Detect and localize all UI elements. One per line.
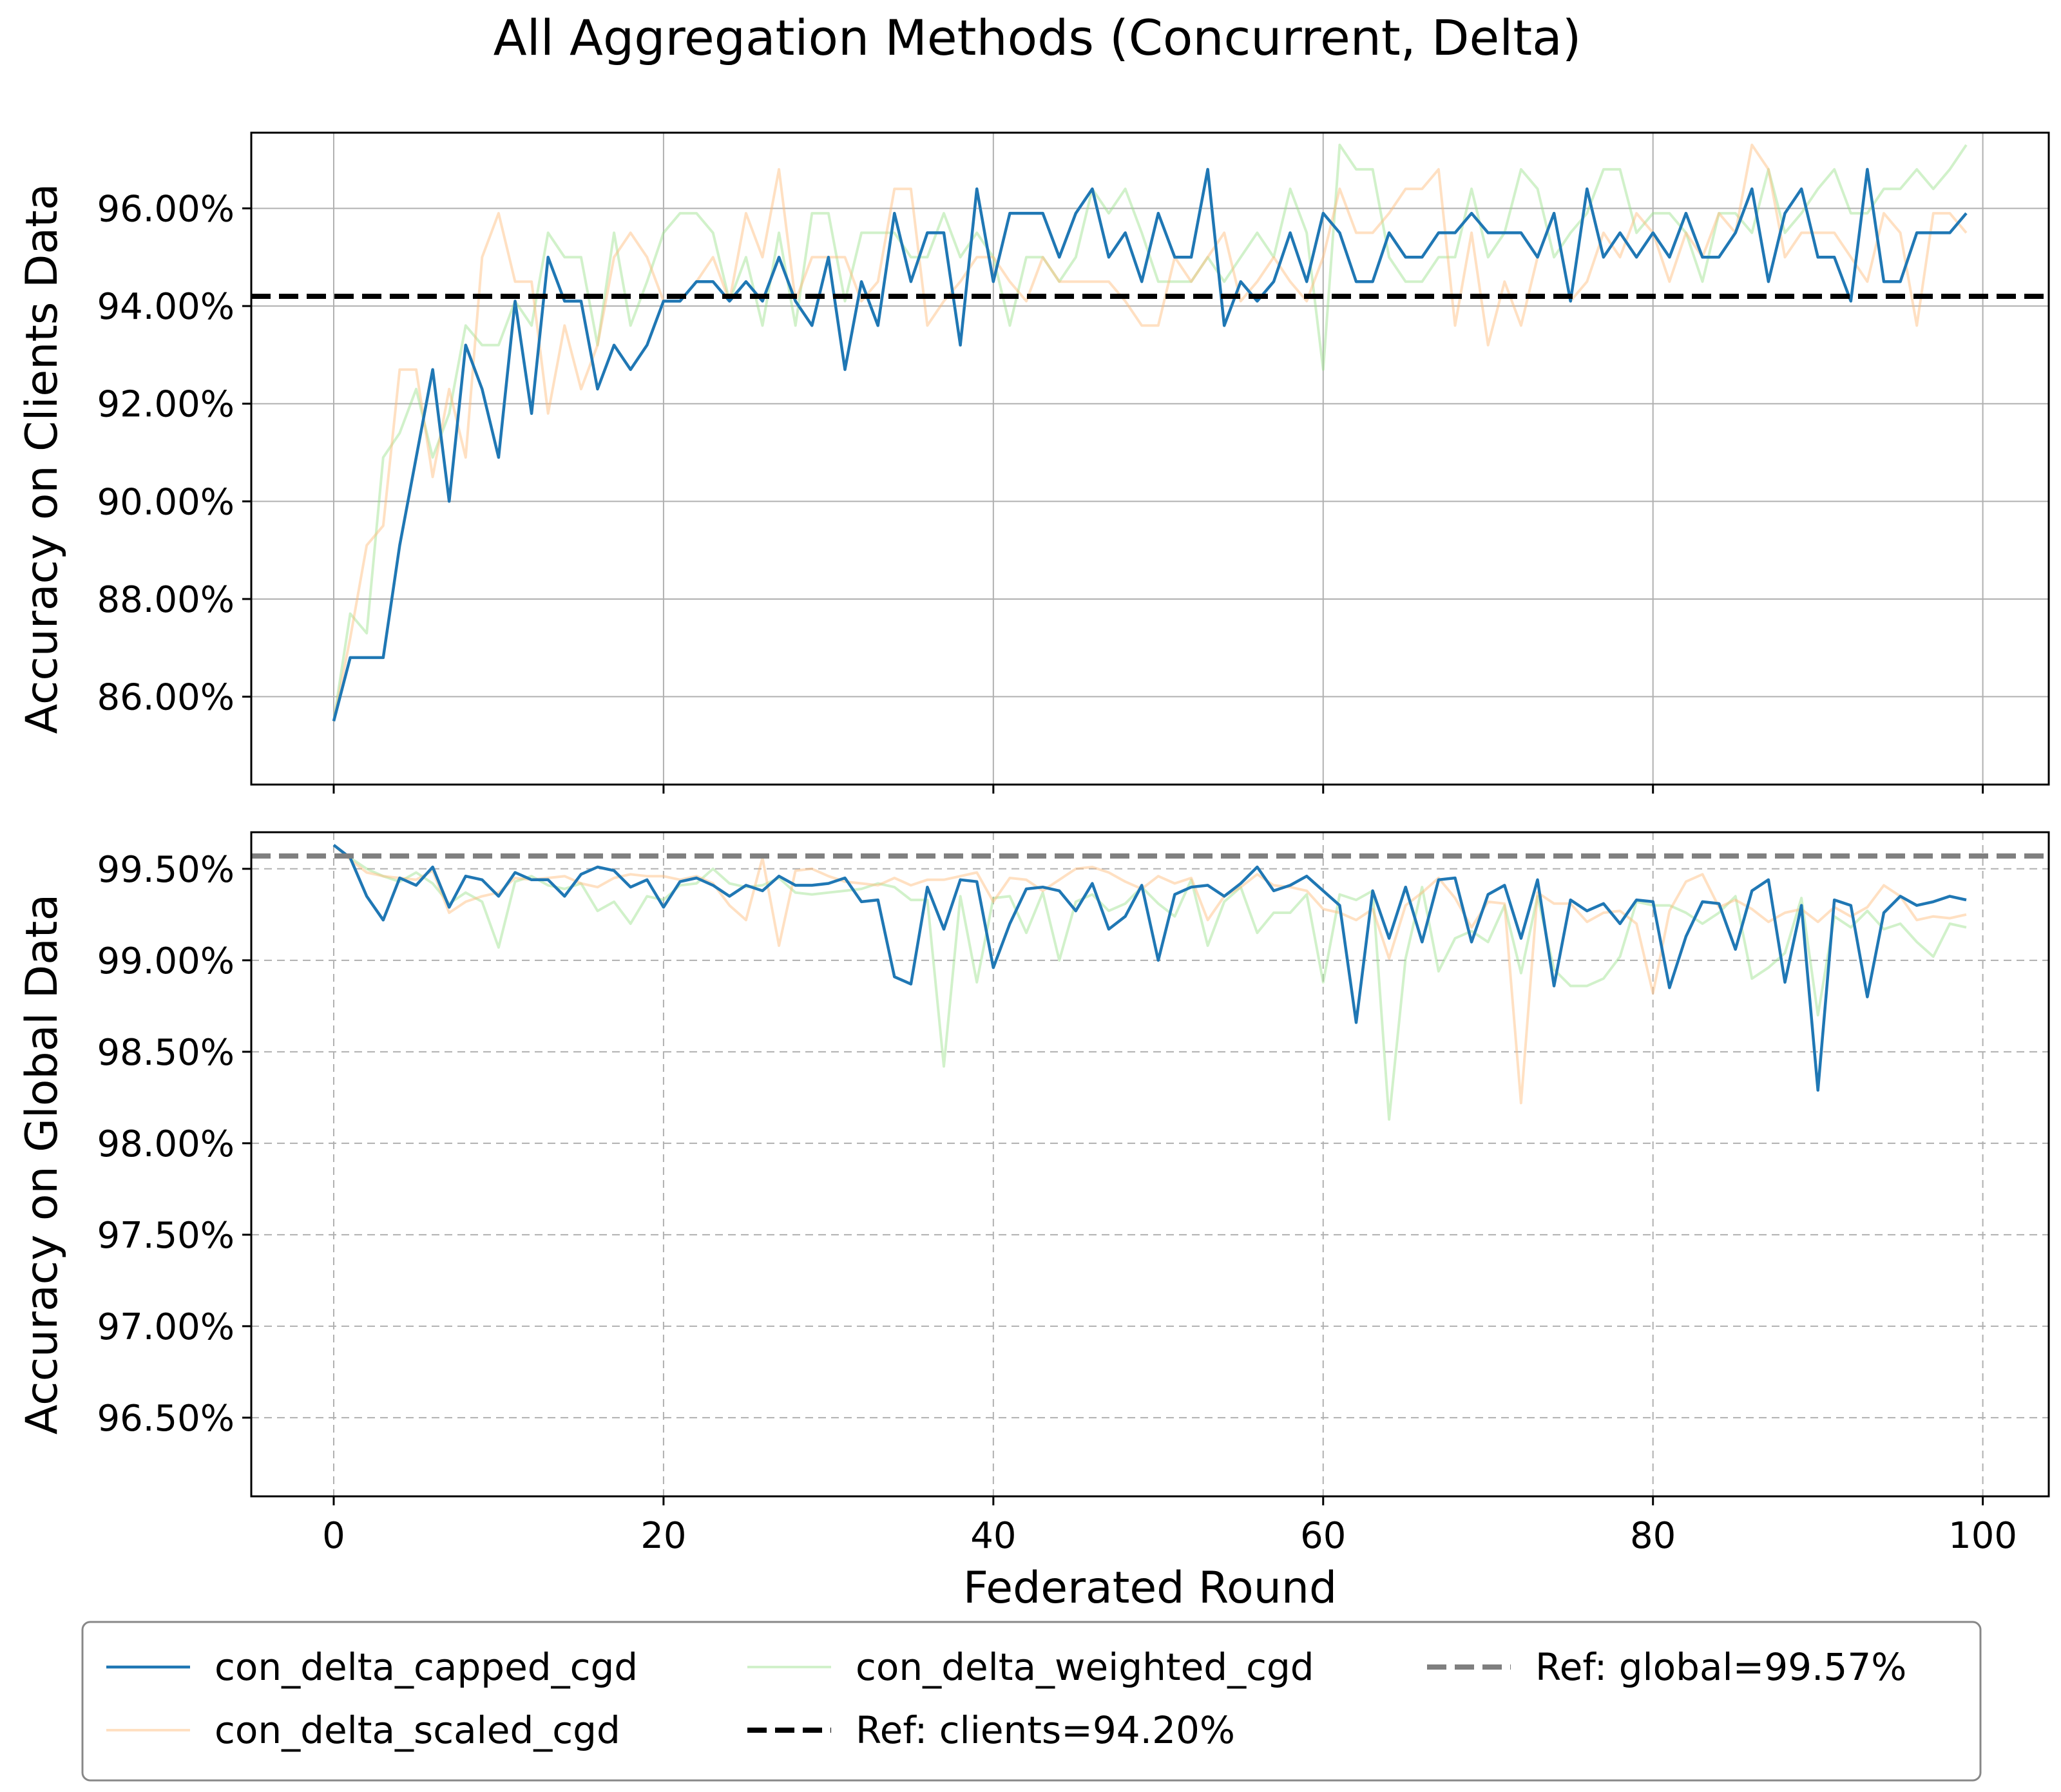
global-axes-frame [250, 831, 2050, 1498]
global-line-con-delta-scaled-cgd [332, 844, 1967, 1105]
global-x-tick-label: 100 [1948, 1515, 2017, 1557]
legend-label-con-delta-capped-cgd: con_delta_capped_cgd [215, 1645, 638, 1689]
global-y-tick-label: 96.50% [97, 1398, 235, 1440]
clients-y-tick-label: 94.00% [97, 286, 235, 328]
clients-line-con-delta-scaled-cgd [332, 144, 1968, 721]
global-series-lines [332, 844, 1967, 1121]
global-grid [251, 832, 2049, 1496]
legend-label-con-delta-scaled-cgd: con_delta_scaled_cgd [215, 1708, 620, 1752]
clients-series-lines [332, 144, 1968, 722]
clients-y-tick-label: 88.00% [97, 579, 235, 621]
global-x-tick-label: 40 [970, 1515, 1016, 1557]
global-y-tick-label: 99.50% [97, 849, 235, 891]
global-accuracy-panel: 0 20 40 60 80 100 96.50% 97.00% 97.50% 98.00% 98.5… [17, 831, 2050, 1557]
global-x-tick-label: 60 [1300, 1515, 1346, 1557]
clients-axes-frame [250, 131, 2050, 786]
global-y-tick-label: 98.50% [97, 1032, 235, 1074]
clients-axis-ticks: 86.00% 88.00% 90.00% 92.00% 94.00% 96.00% [97, 188, 1984, 794]
legend-label-ref-clients-94-20: Ref: clients=94.20% [856, 1708, 1235, 1752]
clients-grid [251, 133, 2049, 785]
global-axis-ticks: 0 20 40 60 80 100 96.50% 97.00% 97.50% 98.00% 98.5… [97, 849, 2017, 1557]
global-y-tick-label: 98.00% [97, 1123, 235, 1165]
global-x-tick-label: 0 [322, 1515, 345, 1557]
global-y-axis-label: Accuracy on Global Data [17, 894, 68, 1435]
legend-label-ref-global-99-57: Ref: global=99.57% [1535, 1645, 1906, 1689]
global-y-tick-label: 97.00% [97, 1306, 235, 1348]
x-axis-label: Federated Round [963, 1563, 1337, 1614]
global-x-tick-label: 80 [1630, 1515, 1676, 1557]
legend: con_delta_capped_cgd con_delta_scaled_cgd… [81, 1621, 1982, 1782]
clients-line-con-delta-weighted-cgd [332, 144, 1968, 721]
figure-title: All Aggregation Methods (Concurrent, Del… [494, 9, 1582, 66]
legend-label-con-delta-weighted-cgd: con_delta_weighted_cgd [856, 1645, 1314, 1689]
clients-line-con-delta-capped-cgd [332, 167, 1968, 722]
global-x-tick-label: 20 [640, 1515, 686, 1557]
clients-accuracy-panel: 86.00% 88.00% 90.00% 92.00% 94.00% 96.00% Acc… [17, 131, 2050, 794]
global-y-tick-label: 99.00% [97, 940, 235, 982]
clients-y-axis-label: Accuracy on Clients Data [17, 184, 68, 734]
clients-y-tick-label: 96.00% [97, 188, 235, 230]
global-y-tick-label: 97.50% [97, 1215, 235, 1257]
global-line-con-delta-capped-cgd [332, 844, 1967, 1092]
clients-y-tick-label: 90.00% [97, 481, 235, 523]
clients-y-tick-label: 92.00% [97, 384, 235, 426]
legend-box [81, 1621, 1982, 1782]
clients-y-tick-label: 86.00% [97, 677, 235, 719]
